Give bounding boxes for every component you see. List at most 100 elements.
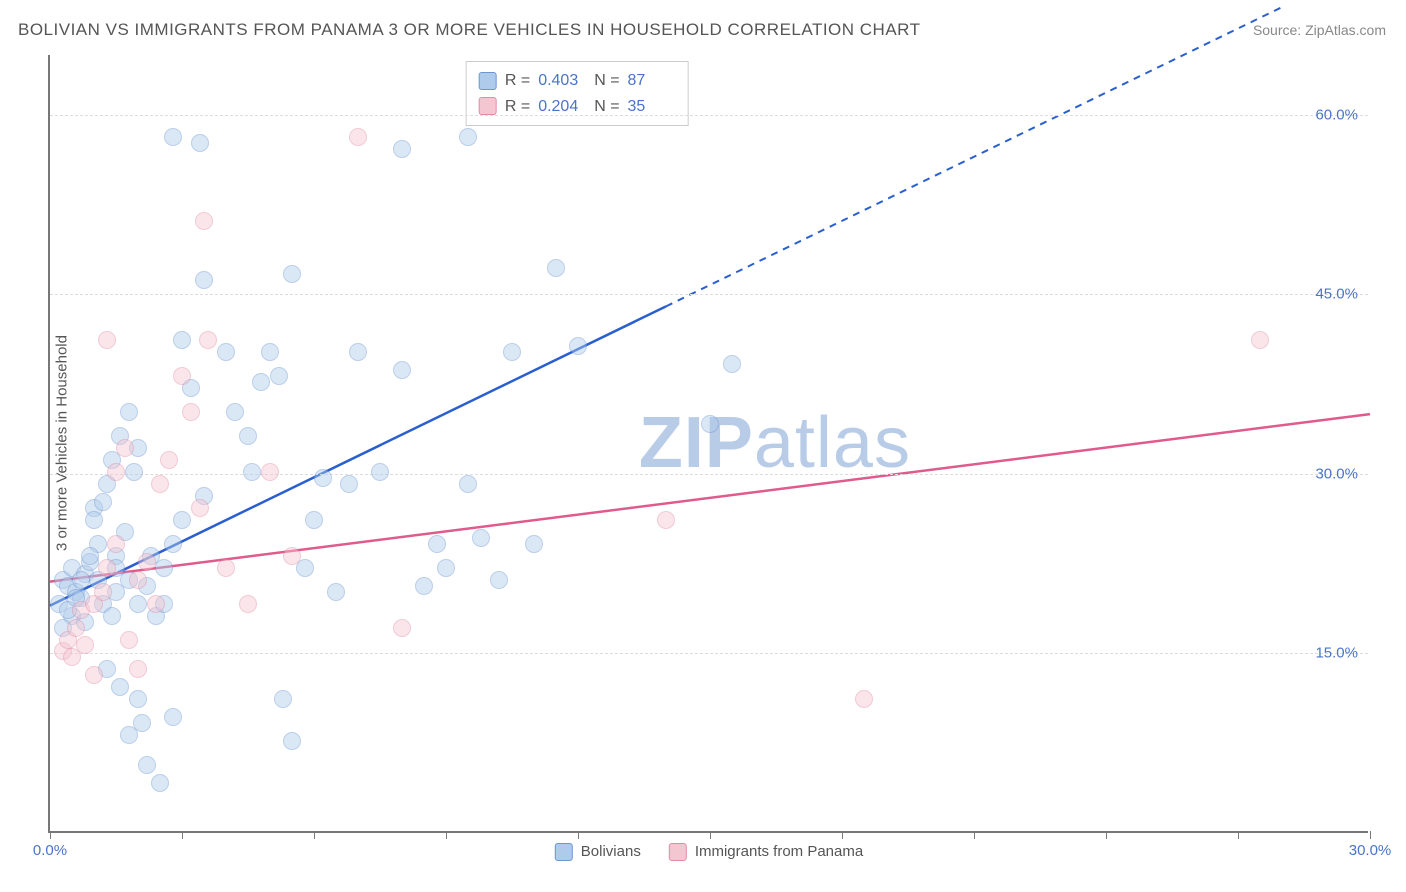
scatter-point [195,271,213,289]
scatter-point [547,259,565,277]
legend-bottom: Bolivians Immigrants from Panama [555,843,863,861]
scatter-point [120,403,138,421]
scatter-point [191,499,209,517]
scatter-point [340,475,358,493]
legend-swatch [555,843,573,861]
scatter-point [393,361,411,379]
scatter-point [138,553,156,571]
scatter-point [459,475,477,493]
x-tick [578,831,579,839]
x-tick-label: 0.0% [33,842,67,859]
scatter-point [107,535,125,553]
scatter-point [371,463,389,481]
scatter-point [98,559,116,577]
scatter-point [327,583,345,601]
scatter-point [85,666,103,684]
scatter-point [151,475,169,493]
scatter-point [182,403,200,421]
scatter-point [459,128,477,146]
x-tick [1370,831,1371,839]
scatter-point [133,714,151,732]
scatter-point [217,343,235,361]
scatter-point [525,535,543,553]
n-label: N = [594,68,619,94]
x-tick [446,831,447,839]
scatter-point [98,331,116,349]
gridline [50,115,1368,116]
scatter-point [393,619,411,637]
scatter-point [72,571,90,589]
chart-title: BOLIVIAN VS IMMIGRANTS FROM PANAMA 3 OR … [18,20,921,40]
scatter-point [252,373,270,391]
scatter-point [503,343,521,361]
x-tick [1106,831,1107,839]
scatter-point [243,463,261,481]
scatter-point [349,343,367,361]
x-tick [974,831,975,839]
legend-item: Immigrants from Panama [669,843,863,861]
scatter-point [349,128,367,146]
scatter-point [81,547,99,565]
y-tick-label: 15.0% [1315,645,1358,662]
scatter-point [261,463,279,481]
y-tick-label: 45.0% [1315,286,1358,303]
source-attribution: Source: ZipAtlas.com [1253,22,1386,38]
legend-swatch [479,72,497,90]
y-tick-label: 60.0% [1315,106,1358,123]
scatter-point [437,559,455,577]
scatter-point [120,631,138,649]
scatter-point [305,511,323,529]
watermark: ZIPatlas [639,402,911,484]
y-tick-label: 30.0% [1315,465,1358,482]
r-value: 0.403 [538,68,586,94]
legend-swatch [479,97,497,115]
scatter-point [217,559,235,577]
scatter-point [116,439,134,457]
scatter-point [490,571,508,589]
scatter-point [191,134,209,152]
x-tick-label: 30.0% [1349,842,1392,859]
stats-row: R =0.403N =87 [479,68,676,94]
scatter-point [67,619,85,637]
scatter-point [164,708,182,726]
scatter-point [195,212,213,230]
scatter-point [283,265,301,283]
scatter-point [164,128,182,146]
scatter-point [76,636,94,654]
scatter-point [393,140,411,158]
scatter-point [239,427,257,445]
scatter-point [274,690,292,708]
scatter-point [129,595,147,613]
scatter-point [151,774,169,792]
scatter-point [199,331,217,349]
scatter-point [125,463,143,481]
watermark-bold: ZIP [639,403,754,483]
correlation-stats-box: R =0.403N =87R =0.204N =35 [466,61,689,126]
x-tick [314,831,315,839]
scatter-point [103,607,121,625]
scatter-point [283,732,301,750]
scatter-point [428,535,446,553]
scatter-point [283,547,301,565]
y-axis-label: 3 or more Vehicles in Household [54,335,71,551]
scatter-point [270,367,288,385]
x-tick [50,831,51,839]
scatter-point [314,469,332,487]
scatter-point [138,756,156,774]
scatter-point [147,595,165,613]
legend-item: Bolivians [555,843,641,861]
legend-label: Immigrants from Panama [695,843,863,860]
scatter-point [173,331,191,349]
scatter-point [94,493,112,511]
scatter-point [855,690,873,708]
x-tick [842,831,843,839]
scatter-point [657,511,675,529]
scatter-point [723,355,741,373]
legend-label: Bolivians [581,843,641,860]
scatter-point [239,595,257,613]
scatter-point [261,343,279,361]
chart-container: BOLIVIAN VS IMMIGRANTS FROM PANAMA 3 OR … [0,0,1406,892]
scatter-point [415,577,433,595]
scatter-point [472,529,490,547]
x-tick [710,831,711,839]
